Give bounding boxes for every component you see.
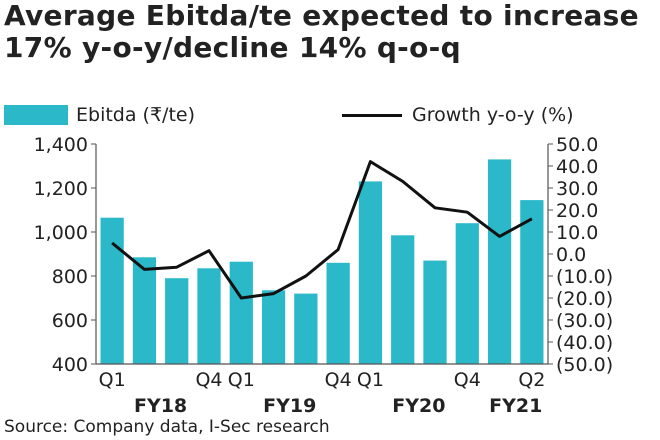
- bar: [455, 223, 479, 364]
- x-tick-label: Q1: [357, 369, 384, 391]
- y-axis-right-labels: 50.040.030.020.010.00.0(10.0)(20.0)(30.0…: [556, 134, 613, 376]
- y-right-tick-label: (20.0): [556, 288, 613, 310]
- y-right-tick-label: 0.0: [556, 244, 586, 266]
- x-tick-label: Q1: [99, 369, 126, 391]
- fiscal-year-label: FY19: [263, 395, 316, 416]
- x-tick-label: Q4: [454, 369, 481, 391]
- bar: [326, 262, 350, 364]
- legend-item-ebitda: Ebitda (₹/te): [4, 100, 195, 130]
- fiscal-year-label: FY21: [489, 395, 542, 416]
- growth-line: [111, 160, 533, 300]
- y-right-tick-label: 30.0: [556, 178, 598, 200]
- legend-line-swatch: [342, 113, 402, 117]
- x-tick-label: Q4: [195, 369, 222, 391]
- y-right-tick-label: 20.0: [556, 200, 598, 222]
- y-left-tick-label: 400: [52, 354, 88, 376]
- legend-label-growth: Growth y-o-y (%): [412, 104, 574, 126]
- y-right-tick-label: 10.0: [556, 222, 598, 244]
- y-axis-left-labels: 400 600 800 1,000 1,200 1,400: [34, 134, 88, 376]
- bar: [261, 290, 286, 364]
- y-left-tick-label: 1,000: [34, 222, 88, 244]
- bar: [229, 261, 253, 364]
- y-left-tick-label: 800: [52, 266, 88, 288]
- y-left-tick-label: 1,200: [34, 178, 88, 200]
- fiscal-year-label: FY18: [134, 395, 187, 416]
- y-left-tick-label: 600: [52, 310, 88, 332]
- y-right-tick-label: 40.0: [556, 156, 598, 178]
- axes: [91, 143, 553, 365]
- legend-label-ebitda: Ebitda (₹/te): [76, 104, 195, 126]
- bar: [423, 260, 447, 364]
- fiscal-year-label: FY20: [392, 395, 445, 416]
- bar: [520, 200, 544, 364]
- bar: [100, 217, 124, 364]
- y-right-tick-label: (40.0): [556, 332, 613, 354]
- bar: [487, 159, 512, 364]
- line-series: [111, 160, 533, 300]
- bar: [358, 181, 383, 364]
- bar: [294, 293, 318, 364]
- bar: [391, 235, 415, 364]
- y-right-tick-label: (30.0): [556, 310, 613, 332]
- x-tick-label: Q2: [518, 369, 545, 391]
- y-right-tick-label: (10.0): [556, 266, 613, 288]
- bar: [132, 257, 157, 364]
- x-tick-label: Q1: [228, 369, 255, 391]
- bar: [197, 268, 221, 364]
- chart-legend: Ebitda (₹/te) Growth y-o-y (%): [4, 100, 656, 130]
- combo-chart: 400 600 800 1,000 1,200 1,400 50.040.030.020.…: [34, 134, 614, 416]
- chart-title: Average Ebitda/te expected to increase 1…: [4, 0, 639, 64]
- x-tick-label: Q4: [325, 369, 352, 391]
- y-right-tick-label: (50.0): [556, 354, 613, 376]
- y-right-tick-label: 50.0: [556, 134, 598, 156]
- source-note: Source: Company data, I-Sec research: [4, 417, 330, 437]
- legend-bar-swatch: [4, 105, 68, 125]
- bar-series: [100, 159, 544, 364]
- y-left-tick-label: 1,400: [34, 134, 88, 156]
- legend-item-growth: Growth y-o-y (%): [342, 100, 574, 130]
- bar: [165, 278, 189, 364]
